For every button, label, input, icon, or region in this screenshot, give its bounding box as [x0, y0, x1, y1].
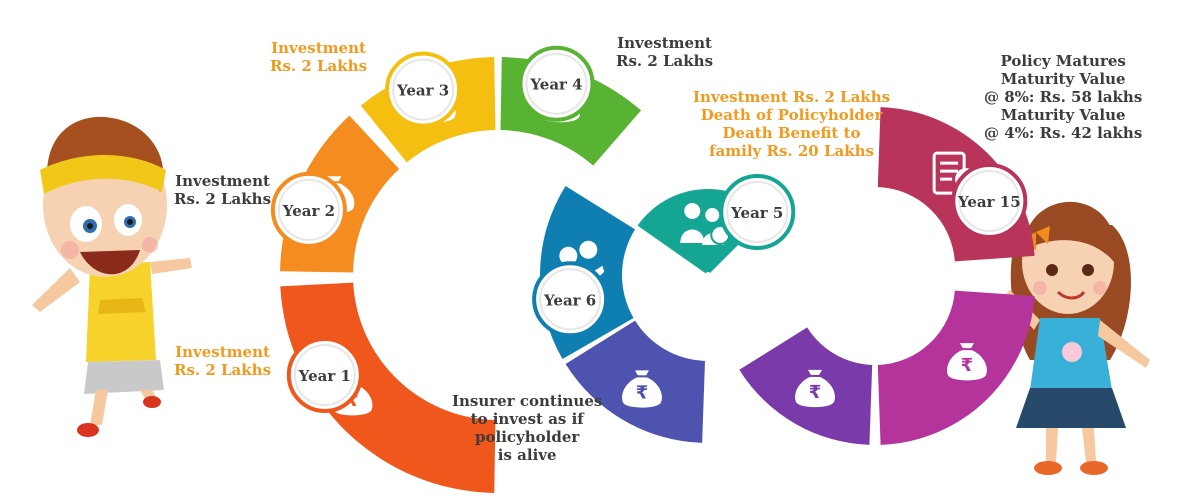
year-badge-year15: Year 15 — [951, 163, 1028, 239]
girl-character — [1004, 201, 1150, 475]
family-icon — [680, 203, 731, 246]
year-label: Year 4 — [529, 76, 582, 94]
year-badge-year5: Year 5 — [719, 173, 796, 250]
caption-year5: Investment Rs. 2 Lakhs Death of Policyhol… — [693, 88, 891, 160]
money-bag-icon: ₹ — [794, 368, 836, 409]
caption-year6: Insurer continues to invest as if policyh… — [452, 392, 603, 464]
money-bag-icon: ₹ — [945, 342, 988, 382]
svg-text:₹: ₹ — [961, 355, 974, 376]
year-label: Year 2 — [282, 202, 335, 220]
year-label: Year 6 — [543, 291, 596, 309]
year-badge-year6: Year 6 — [532, 261, 609, 338]
year-label: Year 1 — [298, 367, 351, 385]
segment-seg9: ₹ — [877, 290, 1035, 445]
caption-year2: Investment Rs. 2 Lakhs — [174, 172, 272, 208]
segment-shape — [280, 282, 496, 493]
svg-text:₹: ₹ — [636, 382, 649, 403]
caption-year4: Investment Rs. 2 Lakhs — [616, 34, 714, 70]
svg-text:₹: ₹ — [809, 382, 822, 403]
caption-year1: Investment Rs. 2 Lakhs — [174, 343, 272, 379]
year-badge-year1: Year 1 — [286, 337, 363, 413]
segment-seg7: ₹ — [565, 320, 705, 443]
year-badge-year2: Year 2 — [270, 171, 347, 248]
year-badge-year3: Year 3 — [385, 51, 462, 128]
year-label: Year 5 — [730, 204, 783, 222]
money-bag-icon: ₹ — [621, 369, 663, 409]
segment-seg8: ₹ — [739, 327, 873, 445]
caption-year3: Investment Rs. 2 Lakhs — [270, 39, 368, 75]
year-label: Year 15 — [957, 193, 1021, 211]
caption-year15: Policy Matures Maturity Value @ 8%: Rs. 5… — [984, 52, 1143, 142]
boy-character — [32, 116, 192, 437]
year-label: Year 3 — [396, 82, 449, 100]
year-badge-year4: Year 4 — [518, 45, 595, 122]
